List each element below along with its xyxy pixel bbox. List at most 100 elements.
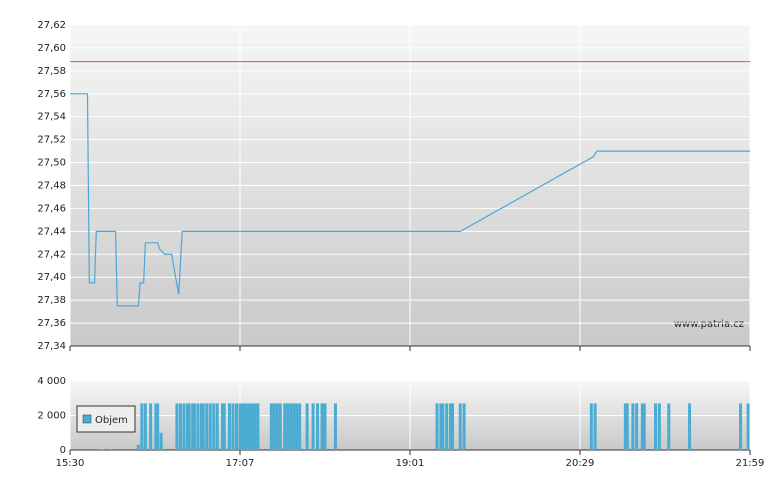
y-tick-label: 27,62 (37, 20, 66, 31)
volume-bar (435, 403, 439, 450)
volume-bar (187, 403, 191, 450)
volume-bar (227, 403, 231, 450)
volume-bar (323, 403, 327, 450)
volume-bar (278, 403, 282, 450)
volume-bar (205, 403, 209, 450)
volume-bar (667, 403, 671, 450)
x-tick-label: 21:59 (736, 458, 765, 469)
volume-bar (283, 403, 287, 450)
y-tick-label: 27,44 (37, 226, 66, 237)
volume-bar (247, 403, 251, 450)
x-tick-label: 17:07 (226, 458, 255, 469)
y-tick-label: 27,38 (37, 295, 66, 306)
y-tick-label: 27,56 (37, 89, 66, 100)
legend-label: Objem (95, 415, 128, 426)
volume-bar (275, 403, 279, 450)
legend-swatch (82, 414, 92, 424)
volume-bar (623, 403, 627, 450)
volume-bar (175, 403, 179, 450)
volume-bar (269, 403, 273, 450)
watermark: www.patria.cz (674, 319, 744, 330)
volume-bar (746, 403, 750, 450)
volume-bar (286, 403, 290, 450)
volume-bar (445, 403, 449, 450)
y-tick-label: 27,48 (37, 181, 66, 192)
y-tick-label: 0 (60, 445, 66, 456)
x-tick-label: 15:30 (56, 458, 85, 469)
volume-bar (449, 403, 453, 450)
y-tick-label: 27,36 (37, 318, 66, 329)
volume-bar (439, 403, 443, 450)
volume-bar (154, 403, 158, 450)
volume-bar (451, 403, 454, 450)
volume-bar (458, 403, 462, 450)
volume-bar (244, 403, 248, 450)
volume-bar (295, 403, 299, 450)
volume-bar (298, 403, 302, 450)
y-tick-label: 27,52 (37, 135, 66, 146)
volume-bar (256, 403, 260, 450)
volume-bar (98, 449, 102, 450)
volume-bar (231, 403, 235, 450)
volume-bar (234, 403, 238, 450)
y-tick-label: 27,46 (37, 203, 66, 214)
price-line (70, 93, 750, 307)
volume-bar (272, 403, 276, 450)
volume-bar (305, 403, 309, 450)
volume-bar (238, 403, 242, 450)
volume-bar (320, 403, 324, 450)
volume-bar (657, 403, 661, 450)
volume-bar (220, 403, 224, 450)
volume-bar (108, 449, 112, 450)
volume-bar (199, 403, 203, 450)
volume-bar (688, 403, 692, 450)
y-tick-label: 27,54 (37, 112, 66, 123)
volume-bar (250, 403, 254, 450)
y-tick-label: 27,60 (37, 43, 66, 54)
volume-bar (253, 403, 257, 450)
volume-bar (178, 403, 182, 450)
volume-bar (201, 403, 205, 450)
x-tick-label: 20:29 (566, 458, 595, 469)
y-tick-label: 4 000 (37, 376, 66, 387)
volume-bar (333, 403, 337, 450)
volume-bar (215, 403, 219, 450)
y-tick-label: 27,58 (37, 66, 66, 77)
volume-bar (212, 403, 216, 450)
volume-bar (101, 449, 105, 450)
x-tick-label: 19:01 (396, 458, 425, 469)
volume-bar (140, 403, 144, 450)
volume-bar (241, 403, 245, 450)
y-tick-label: 27,34 (37, 341, 66, 352)
volume-bar (635, 403, 639, 450)
volume-bar (316, 403, 320, 450)
volume-bar (441, 403, 445, 450)
volume-bar (208, 403, 212, 450)
volume-bar (292, 403, 296, 450)
volume-bar (289, 403, 293, 450)
volume-bar (654, 403, 658, 450)
volume-bar (589, 403, 593, 450)
volume-bar (642, 403, 646, 450)
volume-bar (156, 403, 160, 450)
volume-bar (593, 403, 597, 450)
volume-bar (640, 403, 644, 450)
volume-bar (196, 403, 200, 450)
y-tick-label: 2 000 (37, 411, 66, 422)
volume-bar (143, 403, 147, 450)
y-tick-label: 27,50 (37, 158, 66, 169)
volume-bar (136, 444, 140, 450)
volume-bar (311, 403, 315, 450)
y-tick-label: 27,42 (37, 249, 66, 260)
volume-bar (159, 432, 163, 450)
volume-bar (631, 403, 635, 450)
y-tick-label: 27,40 (37, 272, 66, 283)
volume-bar (462, 403, 466, 450)
volume-bar (149, 403, 153, 450)
volume-bar (222, 403, 226, 450)
volume-bar (185, 403, 189, 450)
volume-bar (739, 403, 743, 450)
volume-bar (625, 403, 629, 450)
volume-bar (192, 403, 196, 450)
